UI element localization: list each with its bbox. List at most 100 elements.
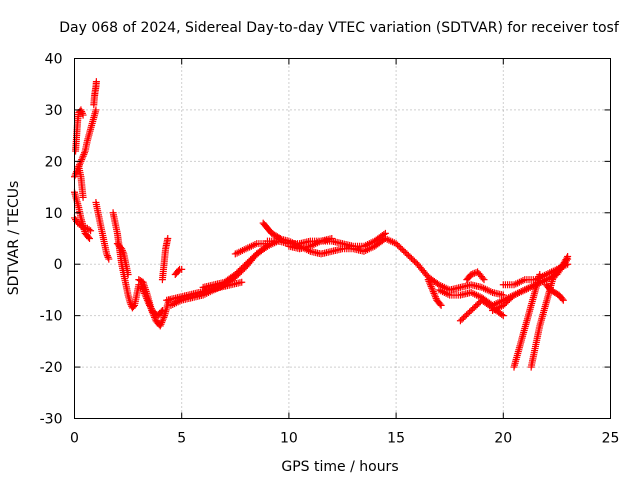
- data-point: [78, 154, 86, 162]
- data-point: [143, 296, 151, 304]
- series-arc-14: [510, 271, 544, 371]
- data-point: [92, 78, 100, 86]
- data-point: [78, 108, 86, 116]
- series-arc-1c: [90, 78, 100, 109]
- data-point: [459, 314, 467, 322]
- data-point: [561, 257, 569, 265]
- data-point: [250, 253, 258, 261]
- data-point: [466, 308, 474, 316]
- y-tick-label: 20: [45, 154, 63, 170]
- data-point: [428, 284, 436, 292]
- series-arc-16: [542, 281, 567, 304]
- series-arc-9b: [231, 240, 271, 258]
- data-point: [559, 296, 567, 304]
- data-point: [426, 279, 434, 287]
- y-tick-label: -10: [40, 309, 63, 325]
- data-point: [480, 276, 488, 284]
- data-point: [436, 300, 444, 308]
- series-arc-15: [527, 265, 561, 371]
- series-arc-12b: [456, 296, 507, 325]
- data-point: [244, 259, 252, 267]
- y-tick-label: 10: [45, 206, 63, 222]
- data-point: [84, 233, 92, 241]
- data-point: [403, 250, 411, 258]
- data-point: [560, 259, 568, 267]
- data-point: [475, 299, 483, 307]
- data-point: [401, 248, 409, 256]
- data-point: [159, 315, 167, 323]
- data-point: [238, 278, 246, 286]
- series-arc-11b: [424, 276, 445, 309]
- data-point: [158, 317, 166, 325]
- data-point: [430, 289, 438, 297]
- data-point: [141, 289, 149, 297]
- data-point: [79, 152, 87, 160]
- x-tick-labels: 0 5 10 15 20 25: [70, 431, 619, 447]
- series-arc-8c: [171, 265, 186, 278]
- grid-lines: [74, 58, 611, 419]
- data-point: [178, 265, 186, 273]
- data-point: [248, 254, 256, 262]
- data-point: [507, 294, 515, 302]
- x-tick-label: 10: [280, 431, 298, 447]
- series-arc-12c: [463, 268, 488, 284]
- data-point: [564, 253, 572, 260]
- data-point: [427, 283, 435, 290]
- data-point: [470, 304, 478, 312]
- data-point: [406, 253, 414, 261]
- data-point: [239, 263, 247, 271]
- data-point: [240, 262, 248, 270]
- series-arc-1d: [75, 163, 87, 201]
- y-tick-labels: 40 30 20 10 0 -10 -20 -30: [40, 52, 63, 428]
- data-point: [431, 293, 439, 301]
- data-point: [499, 312, 507, 320]
- data-marks: [71, 78, 572, 371]
- data-point: [139, 286, 147, 294]
- data-point: [118, 247, 126, 254]
- x-axis-label: GPS time / hours: [281, 459, 398, 475]
- axis-ticks: [74, 58, 611, 419]
- data-point: [328, 235, 336, 242]
- y-tick-label: -30: [40, 412, 63, 428]
- data-point: [124, 271, 132, 278]
- data-point: [85, 226, 93, 233]
- data-point: [479, 274, 487, 282]
- data-point: [392, 240, 400, 248]
- data-point: [141, 291, 149, 299]
- data-point: [147, 304, 155, 312]
- data-point: [79, 111, 87, 119]
- data-point: [398, 246, 406, 254]
- data-point: [397, 244, 405, 252]
- data-point: [536, 271, 544, 278]
- data-point: [129, 303, 137, 311]
- data-point: [400, 247, 408, 255]
- x-tick-label: 0: [70, 431, 79, 447]
- data-point: [464, 309, 472, 317]
- data-point: [234, 268, 242, 276]
- x-tick-label: 5: [177, 431, 186, 447]
- y-tick-label: 40: [45, 52, 63, 68]
- data-point: [558, 295, 566, 303]
- series-arc-10b: [274, 235, 389, 258]
- data-point: [247, 256, 255, 264]
- data-point: [104, 253, 112, 261]
- data-point: [138, 284, 146, 292]
- data-point: [233, 269, 241, 277]
- data-point: [563, 254, 571, 262]
- series-arc-9: [199, 237, 282, 291]
- data-point: [158, 307, 166, 314]
- data-point: [456, 317, 464, 325]
- data-point: [146, 303, 154, 311]
- y-tick-label: 0: [54, 257, 63, 273]
- data-point: [80, 151, 88, 158]
- data-point: [81, 149, 89, 157]
- data-point: [236, 266, 244, 274]
- series-arc-5b: [113, 240, 132, 278]
- chart-title: Day 068 of 2024, Sidereal Day-to-day VTE…: [59, 20, 620, 36]
- series-arc-4: [92, 199, 113, 263]
- data-point: [504, 297, 512, 305]
- data-point: [463, 311, 471, 319]
- data-point: [138, 283, 146, 290]
- data-point: [431, 291, 439, 299]
